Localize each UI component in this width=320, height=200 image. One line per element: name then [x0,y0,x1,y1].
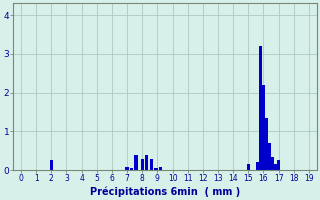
Bar [125,167,129,170]
Bar [268,143,271,170]
Bar [262,85,265,170]
Bar [134,155,138,170]
Bar [277,160,280,170]
Bar [247,164,250,170]
Bar [140,159,144,170]
Bar [145,155,148,170]
Bar [256,162,259,170]
Bar [159,167,162,170]
Bar [259,46,262,170]
Bar [271,157,274,170]
Bar [274,164,277,170]
Bar [130,168,133,170]
Bar [154,168,157,170]
Bar [265,118,268,170]
Bar [50,160,53,170]
Bar [150,159,153,170]
X-axis label: Précipitations 6min  ( mm ): Précipitations 6min ( mm ) [90,186,240,197]
